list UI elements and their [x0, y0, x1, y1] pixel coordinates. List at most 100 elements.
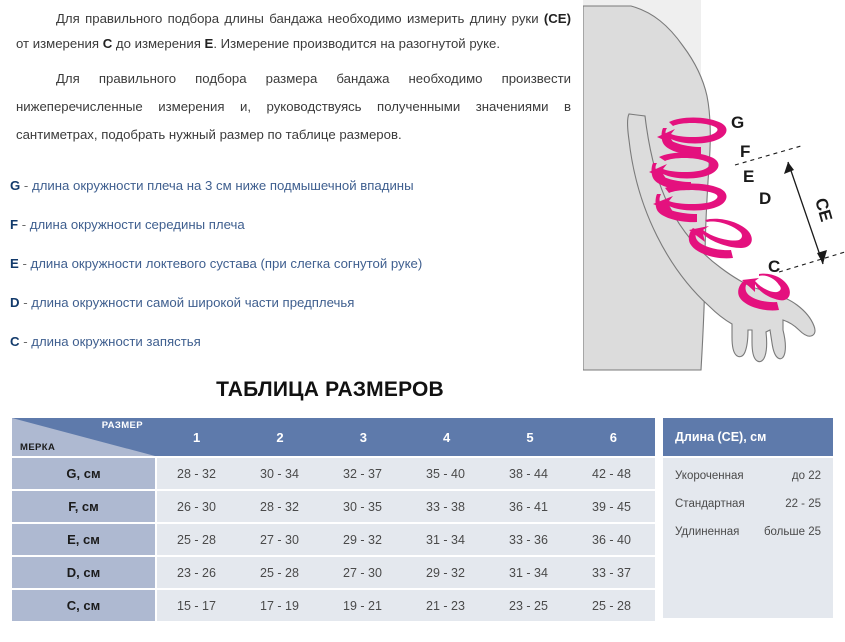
legend-key: E	[10, 256, 19, 271]
length-row-value: до 22	[791, 470, 821, 482]
row-values: 23 - 26 25 - 28 27 - 30 29 - 32 31 - 34 33 - …	[157, 557, 655, 588]
ce-guide-top	[734, 145, 802, 166]
arm-measurement-illustration: G F E D C CE	[583, 0, 845, 374]
ce-arrow-head-bottom	[817, 250, 827, 264]
table-cell: 29 - 32	[426, 565, 465, 580]
table-cell: 42 - 48	[592, 466, 631, 481]
legend-description: длина окружности середины плеча	[29, 217, 245, 232]
table-cell: 28 - 32	[260, 499, 299, 514]
length-row-name: Удлиненная	[675, 526, 740, 538]
size-column-header-1: 1	[193, 429, 201, 445]
row-label: F, см	[12, 491, 155, 522]
table-cell: 30 - 34	[260, 466, 299, 481]
table-cell: 25 - 28	[260, 565, 299, 580]
legend-dash: -	[19, 334, 32, 349]
intro-paragraph-2: Для правильного подбора размера бандажа …	[16, 71, 571, 142]
table-row: D, см 23 - 26 25 - 28 27 - 30 29 - 32 31 - 34…	[12, 557, 655, 588]
table-cell: 26 - 30	[177, 499, 216, 514]
table-cell: 39 - 45	[592, 499, 631, 514]
legend-description: длина окружности локтевого сустава (при …	[30, 256, 423, 271]
length-table: Длина (СЕ), см Укороченная до 22 Стандартн…	[663, 418, 833, 618]
table-row: F, см 26 - 30 28 - 32 30 - 35 33 - 38 36 - 41…	[12, 491, 655, 522]
table-cell: 33 - 38	[426, 499, 465, 514]
corner-size-label: РАЗМЕР	[101, 420, 143, 431]
band-e-back	[655, 194, 697, 223]
length-table-row: Удлиненная больше 25	[673, 526, 823, 554]
table-cell: 17 - 19	[260, 598, 299, 613]
page-title: ТАБЛИЦА РАЗМЕРОВ	[216, 378, 444, 401]
ce-dimension	[734, 145, 845, 273]
length-row-name: Укороченная	[675, 470, 744, 482]
table-cell: 23 - 25	[509, 598, 548, 613]
legend-dash: -	[18, 256, 31, 271]
size-column-header-3: 3	[359, 429, 367, 445]
table-cell: 19 - 21	[343, 598, 382, 613]
intro-text-run: Для правильного подбора длины бандажа не…	[56, 11, 544, 26]
legend-dash: -	[20, 178, 32, 193]
header-corner-cell: РАЗМЕР МЕРКА	[12, 418, 155, 456]
row-label: C, см	[12, 590, 155, 621]
size-column-header-2: 2	[276, 429, 284, 445]
band-f-back	[651, 163, 691, 191]
intro-bold-token: С	[102, 36, 113, 51]
intro-bold-token: Е	[204, 36, 214, 51]
legend-item-d: D - длина окружности самой широкой части…	[0, 293, 575, 332]
legend-item-e: E - длина окружности локтевого сустава (…	[0, 254, 575, 293]
table-cell: 23 - 26	[177, 565, 216, 580]
row-label: E, см	[12, 524, 155, 555]
length-row-value: больше 25	[763, 526, 821, 538]
size-table-header: РАЗМЕР МЕРКА 1 2 3 4 5 6	[12, 418, 655, 456]
intro-text-run: . Измерение производится на разогнутой р…	[213, 36, 501, 51]
intro-paragraph-1: Для правильного подбора длины бандажа не…	[0, 0, 585, 56]
legend-description: длина окружности самой широкой части пре…	[31, 295, 355, 310]
table-cell: 35 - 40	[426, 466, 465, 481]
size-column-header-4: 4	[443, 429, 451, 445]
size-column-header-5: 5	[526, 429, 534, 445]
legend-key: C	[10, 334, 20, 349]
illus-label-e: E	[743, 167, 754, 186]
legend-item-g: G - длина окружности плеча на 3 см ниже …	[0, 176, 575, 215]
illus-label-g: G	[731, 113, 744, 132]
corner-measure-label: МЕРКА	[20, 442, 56, 453]
table-row: E, см 25 - 28 27 - 30 29 - 32 31 - 34 33 - 36…	[12, 524, 655, 555]
table-row: C, см 15 - 17 17 - 19 19 - 21 21 - 23 23 - 25…	[12, 590, 655, 621]
table-cell: 27 - 30	[343, 565, 382, 580]
illus-label-c: C	[768, 257, 780, 276]
length-table-header: Длина (СЕ), см	[663, 418, 833, 456]
row-values: 28 - 32 30 - 34 32 - 37 35 - 40 38 - 44 42 - …	[157, 458, 655, 489]
band-g-back	[661, 128, 701, 156]
size-table-body: G, см 28 - 32 30 - 34 32 - 37 35 - 40 38 - 44…	[12, 458, 655, 621]
ce-arrow-head-top	[784, 162, 794, 174]
band-d-back	[688, 228, 733, 259]
intro-text-run: до измерения	[112, 36, 205, 51]
table-cell: 32 - 37	[343, 466, 382, 481]
ce-arrow-line	[787, 161, 824, 265]
intro-text-column: Для правильного подбора длины бандажа не…	[0, 0, 585, 151]
band-c-back	[738, 280, 779, 311]
row-label: G, см	[12, 458, 155, 489]
table-cell: 33 - 36	[509, 532, 548, 547]
table-cell: 28 - 32	[177, 466, 216, 481]
illus-label-ce: CE	[811, 196, 836, 224]
legend-key: D	[10, 295, 20, 310]
illustration-labels: G F E D C CE	[731, 113, 836, 276]
legend-dash: -	[18, 217, 30, 232]
legend-item-f: F - длина окружности середины плеча	[0, 215, 575, 254]
table-row: G, см 28 - 32 30 - 34 32 - 37 35 - 40 38 - 44…	[12, 458, 655, 489]
table-cell: 38 - 44	[509, 466, 548, 481]
table-cell: 25 - 28	[592, 598, 631, 613]
legend-description: длина окружности плеча на 3 см ниже подм…	[32, 178, 414, 193]
table-cell: 33 - 37	[592, 565, 631, 580]
row-label: D, см	[12, 557, 155, 588]
legend-dash: -	[19, 295, 32, 310]
length-table-body: Укороченная до 22 Стандартная 22 - 25 Удлине…	[663, 458, 833, 618]
length-row-value: 22 - 25	[785, 498, 821, 510]
measurement-bands	[649, 117, 790, 311]
measurement-legend: G - длина окружности плеча на 3 см ниже …	[0, 176, 575, 371]
legend-item-c: C - длина окружности запястья	[0, 332, 575, 371]
illus-label-d: D	[759, 189, 771, 208]
size-table: РАЗМЕР МЕРКА 1 2 3 4 5 6 G, см 28 - 32 30 - 34 3…	[12, 418, 655, 621]
table-cell: 30 - 35	[343, 499, 382, 514]
band-d	[689, 218, 752, 248]
